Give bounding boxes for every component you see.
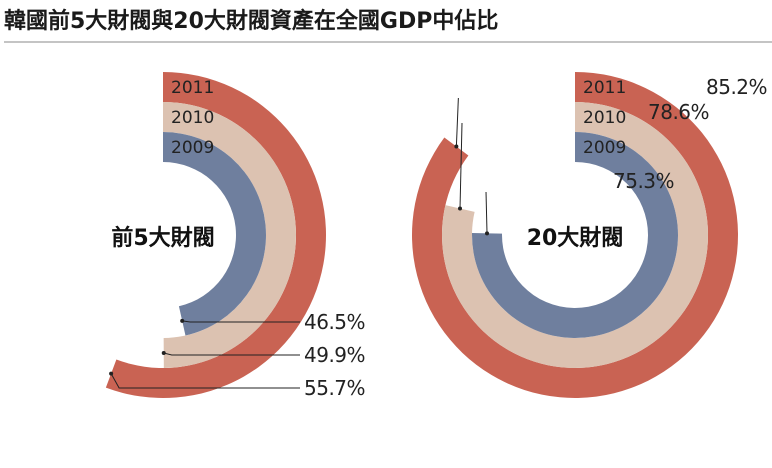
ring-2010-chart-1 [163, 102, 297, 368]
radial-chart-1: 2011 55.7% 2010 49.9% 2009 46.5% 前5大財閥 [105, 72, 366, 400]
year-label-2009: 2009 [171, 138, 214, 158]
chart-title: 韓國前5大財閥與20大財閥資產在全國GDP中佔比 [4, 8, 498, 34]
value-label-2010: 49.9% [304, 343, 365, 367]
year-label-2009: 2009 [583, 138, 626, 158]
leader-line-2009 [182, 320, 300, 323]
value-label-2011: 55.7% [304, 376, 365, 400]
leader-line-2011 [110, 373, 300, 389]
ring-2011-chart-1 [105, 72, 327, 399]
ring-2009-chart-1 [163, 132, 267, 336]
leader-dot-2011 [454, 144, 459, 149]
charts-layer: 2011 55.7% 2010 49.9% 2009 46.5% 前5大財閥 2011 85.2… [105, 72, 768, 400]
center-label-chart-2: 20大財閥 [527, 226, 624, 251]
leader-dot-2011 [109, 371, 114, 376]
leader-line-2009 [485, 191, 488, 234]
year-label-2010: 2010 [171, 108, 214, 128]
year-label-2011: 2011 [583, 78, 626, 98]
value-label-2009: 46.5% [304, 310, 365, 334]
leader-line-2010 [163, 352, 300, 356]
center-label-chart-1: 前5大財閥 [111, 225, 214, 251]
leader-line-2010 [459, 122, 463, 209]
leader-line-2011 [455, 97, 459, 147]
value-label-2009: 75.3% [613, 169, 674, 193]
year-label-2011: 2011 [171, 78, 214, 98]
leader-dot-2009 [180, 318, 185, 323]
leader-dot-2009 [485, 231, 490, 236]
radial-chart-2: 2011 85.2% 2010 78.6% 2009 75.3% 20大財閥 [411, 72, 768, 399]
value-label-2011: 85.2% [706, 75, 767, 99]
leader-dot-2010 [161, 350, 166, 355]
value-label-2010: 78.6% [648, 100, 709, 124]
year-label-2010: 2010 [583, 108, 626, 128]
leader-dot-2010 [458, 206, 463, 211]
